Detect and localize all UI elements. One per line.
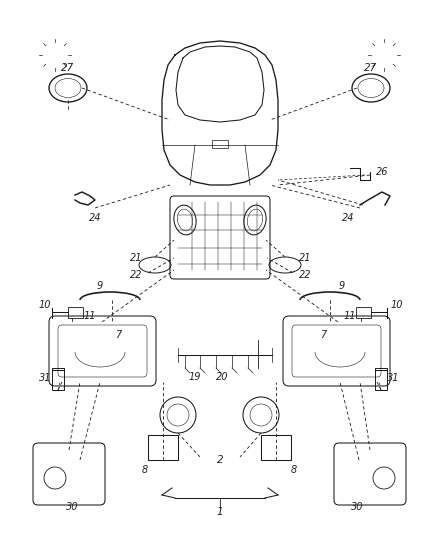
Text: 7: 7 <box>115 330 121 340</box>
Text: 21: 21 <box>298 253 311 263</box>
Text: 8: 8 <box>141 465 148 475</box>
Text: 31: 31 <box>39 373 51 383</box>
Text: 11: 11 <box>343 311 356 321</box>
Text: 26: 26 <box>375 167 387 177</box>
Text: 27: 27 <box>61 63 74 73</box>
Text: 20: 20 <box>215 372 228 382</box>
Text: 11: 11 <box>84 311 96 321</box>
Text: 7: 7 <box>319 330 325 340</box>
Text: 1: 1 <box>216 507 223 517</box>
Text: 30: 30 <box>66 502 78 512</box>
Bar <box>212 140 227 148</box>
Bar <box>148 435 177 460</box>
Text: 9: 9 <box>97 281 103 291</box>
Bar <box>52 368 64 390</box>
Text: 30: 30 <box>350 502 362 512</box>
Bar <box>374 368 386 390</box>
Text: 10: 10 <box>390 300 403 310</box>
Text: 24: 24 <box>341 213 353 223</box>
Text: 22: 22 <box>298 270 311 280</box>
Text: 22: 22 <box>130 270 142 280</box>
Text: 8: 8 <box>290 465 297 475</box>
Bar <box>355 307 370 318</box>
Bar <box>68 307 83 318</box>
Text: 21: 21 <box>130 253 142 263</box>
Text: 31: 31 <box>386 373 398 383</box>
Text: 2: 2 <box>216 455 223 465</box>
Text: 27: 27 <box>364 63 377 73</box>
Bar <box>261 435 290 460</box>
Text: 24: 24 <box>88 213 101 223</box>
Text: 19: 19 <box>188 372 201 382</box>
Text: 10: 10 <box>39 300 51 310</box>
Text: 9: 9 <box>338 281 344 291</box>
